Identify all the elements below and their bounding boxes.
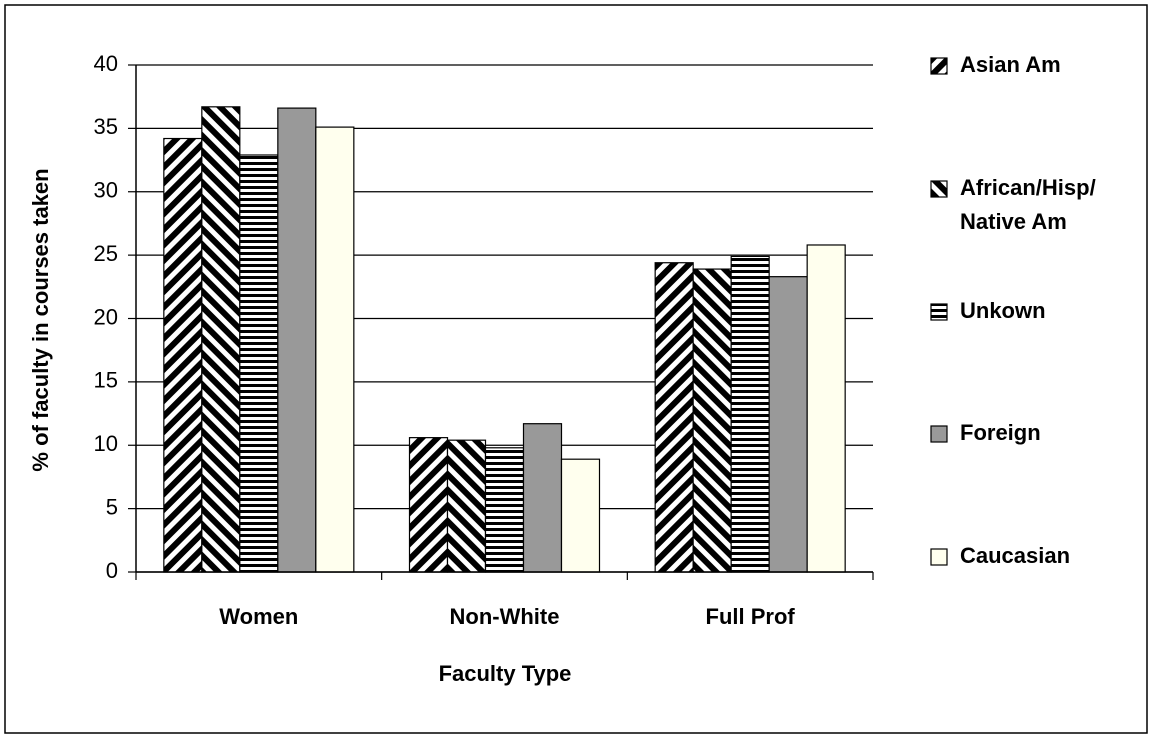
y-tick-label: 40 — [94, 51, 118, 76]
bar — [522, 423, 563, 573]
y-tick-label: 35 — [94, 114, 118, 139]
y-tick-label: 20 — [94, 304, 118, 329]
bar — [768, 276, 808, 573]
legend-swatch-box — [930, 57, 948, 75]
bar — [806, 244, 846, 573]
bar — [560, 458, 601, 573]
x-tick-label: Non-White — [450, 604, 560, 629]
legend-swatch-box — [930, 302, 948, 321]
legend-swatch-box — [930, 425, 948, 443]
bar — [484, 447, 525, 573]
y-tick-label: 5 — [106, 494, 118, 519]
legend-label: Caucasian — [960, 543, 1071, 568]
x-tick-label: Women — [219, 604, 298, 629]
bar — [408, 437, 449, 573]
legend-label: Foreign — [960, 420, 1041, 446]
legend-label: Asian Am — [960, 52, 1061, 77]
legend-label: African/Hisp/ Native Am — [960, 174, 1096, 234]
y-tick-label: 30 — [94, 178, 118, 203]
bar — [446, 439, 487, 573]
y-axis-label: % of faculty in courses taken — [28, 168, 53, 471]
legend-swatch — [930, 425, 948, 443]
bar — [239, 154, 279, 573]
legend-label: Unkown — [960, 297, 1046, 323]
legend-swatch-box — [930, 180, 948, 198]
bar — [277, 107, 317, 573]
legend-item: Caucasian — [930, 539, 1140, 573]
x-tick-label: Full Prof — [706, 604, 796, 629]
legend-swatch — [930, 548, 948, 566]
legend-swatch — [930, 180, 948, 198]
legend-item: Foreign — [930, 416, 1140, 450]
frame — [4, 4, 1148, 734]
legend-swatch — [930, 57, 948, 75]
bar — [730, 255, 770, 573]
legend-swatch-box — [930, 548, 948, 566]
bar — [315, 126, 355, 573]
bar — [692, 268, 732, 573]
bar — [654, 262, 694, 573]
bar — [163, 137, 203, 573]
legend-item: Unkown — [930, 294, 1140, 328]
legend-item: Asian Am — [930, 48, 1140, 82]
y-tick-label: 25 — [94, 241, 118, 266]
y-tick-label: 10 — [94, 431, 118, 456]
legend-swatch — [930, 302, 948, 321]
y-tick-label: 15 — [94, 368, 118, 393]
legend-item: African/Hisp/ Native Am — [930, 171, 1140, 239]
bar — [201, 106, 241, 573]
y-tick-label: 0 — [106, 558, 118, 583]
x-axis-label: Faculty Type — [439, 661, 572, 686]
